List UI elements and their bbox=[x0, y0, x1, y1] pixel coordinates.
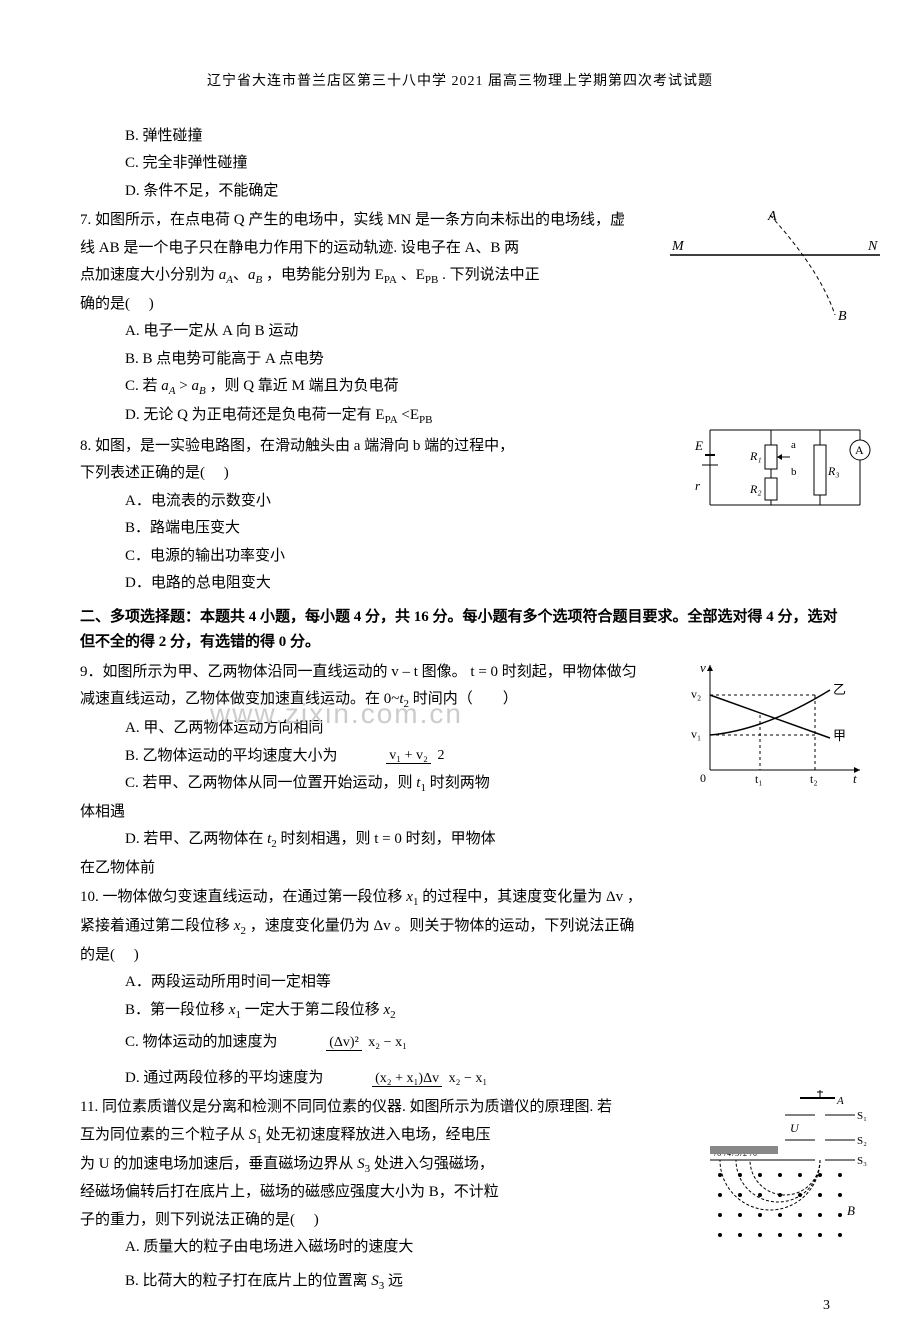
svg-text:v₁: v₁ bbox=[691, 727, 701, 741]
svg-text:甲: 甲 bbox=[833, 728, 846, 743]
q7-s3d: . 下列说法中正 bbox=[442, 267, 540, 283]
q9-d-a: D. 若甲、乙两物体在 bbox=[125, 831, 267, 847]
q7-s3c: 、E bbox=[401, 267, 425, 283]
q10-stem2: 紧接着通过第二段位移 x2 ，速度变化量仍为 Δv 。则关于物体的运动，下列说法… bbox=[80, 914, 840, 941]
section-2-heading: 二、多项选择题：本题共 4 小题，每小题 4 分，共 16 分。每小题有多个选项… bbox=[80, 605, 840, 656]
svg-text:v: v bbox=[700, 660, 706, 675]
svg-text:B: B bbox=[847, 1203, 855, 1218]
q9-d-b: 时刻相遇，则 t = 0 时刻，甲物体 bbox=[281, 831, 496, 847]
q9-s1a: 9．如图所示为甲、乙两物体沿同一直线运动的 v – t 图像。 bbox=[80, 664, 467, 680]
q9-frac-den: 2 bbox=[434, 748, 447, 763]
page-number: 3 bbox=[823, 1294, 830, 1318]
q10-opt-b: B．第一段位移 x1 一定大于第二段位移 x2 bbox=[80, 998, 840, 1025]
q11-b-b: 远 bbox=[388, 1273, 403, 1289]
q10-c-den: x₂ − x₁ bbox=[365, 1035, 410, 1050]
q7-c-b: ，则 Q 靠近 M 端且为负电荷 bbox=[209, 378, 398, 394]
q9-opt-d: D. 若甲、乙两物体在 t2 时刻相遇，则 t = 0 时刻，甲物体 bbox=[80, 827, 840, 854]
q6-opt-c: C. 完全非弹性碰撞 bbox=[80, 151, 840, 177]
svg-text:B: B bbox=[838, 309, 847, 324]
q11-spectrometer: A S₁ S₂ U S₃ 76 747372 70 B bbox=[705, 1090, 875, 1240]
q10-stem3: 的是( ) bbox=[80, 943, 840, 969]
q11-b-a: B. 比荷大的粒子打在底片上的位置离 bbox=[125, 1273, 371, 1289]
q10-opt-c: C. 物体运动的加速度为 (Δv)² x₂ − x₁ bbox=[80, 1030, 840, 1056]
q7-s3a: 点加速度大小分别为 bbox=[80, 267, 219, 283]
q10-b-a: B．第一段位移 bbox=[125, 1002, 229, 1018]
q9-s2a: 减速直线运动，乙物体做变加速直线运动。在 0~ bbox=[80, 691, 399, 707]
q10-d-den: x₂ − x₁ bbox=[446, 1071, 491, 1086]
svg-text:0: 0 bbox=[700, 771, 706, 785]
svg-text:M: M bbox=[671, 239, 685, 254]
q11-s3b: 处进入匀强磁场， bbox=[374, 1156, 494, 1172]
svg-text:t: t bbox=[853, 771, 857, 786]
q9-opt-c2: 体相遇 bbox=[80, 800, 840, 826]
svg-text:r: r bbox=[695, 478, 701, 493]
svg-text:S₂: S₂ bbox=[857, 1135, 867, 1147]
q10-c-a: C. 物体运动的加速度为 bbox=[125, 1034, 281, 1050]
svg-text:A: A bbox=[836, 1095, 844, 1107]
q11-opt-b: B. 比荷大的粒子打在底片上的位置离 S3 远 bbox=[80, 1269, 840, 1296]
svg-text:N: N bbox=[867, 239, 878, 254]
q8-opt-c: C．电源的输出功率变小 bbox=[80, 544, 840, 570]
svg-text:S₁: S₁ bbox=[857, 1110, 867, 1122]
svg-text:E: E bbox=[695, 438, 703, 453]
q10-s2b: ，速度变化量仍为 Δv 。则关于物体的运动，下列说法正确 bbox=[250, 918, 635, 934]
q7-d-b: <E bbox=[401, 407, 419, 423]
svg-text:S₃: S₃ bbox=[857, 1155, 867, 1167]
q9-frac-num: v₁ + v₂ bbox=[386, 748, 431, 764]
q7-s3b: ，电势能分别为 E bbox=[266, 267, 384, 283]
q9-graph: v t 0 v₁ v₂ t₁ t₂ 甲 乙 bbox=[685, 660, 865, 790]
svg-text:A: A bbox=[855, 443, 864, 457]
q7-c-a: C. 若 bbox=[125, 378, 161, 394]
q6-opt-b: B. 弹性碰撞 bbox=[80, 124, 840, 150]
svg-text:t₁: t₁ bbox=[755, 772, 763, 786]
q10-s2a: 紧接着通过第二段位移 bbox=[80, 918, 234, 934]
q8-circuit: E r R₁ a b R₂ R₃ A bbox=[695, 420, 875, 515]
svg-text:b: b bbox=[791, 466, 797, 478]
q7-opt-c: C. 若 aA > aB ，则 Q 靠近 M 端且为负电荷 bbox=[80, 374, 840, 401]
q7-figure: M N A B bbox=[670, 210, 880, 330]
q10-frac-d: (x₂ + x₁)Δv x₂ − x₁ bbox=[327, 1071, 490, 1086]
svg-text:R₁: R₁ bbox=[749, 449, 762, 463]
q10-stem1: 10. 一物体做匀变速直线运动，在通过第一段位移 x1 的过程中，其速度变化量为… bbox=[80, 885, 840, 912]
svg-text:U: U bbox=[790, 1121, 800, 1135]
svg-text:R₃: R₃ bbox=[827, 464, 840, 478]
svg-text:乙: 乙 bbox=[833, 682, 846, 697]
svg-text:R₂: R₂ bbox=[749, 482, 762, 496]
svg-text:v₂: v₂ bbox=[691, 687, 701, 701]
q7-opt-b: B. B 点电势可能高于 A 点电势 bbox=[80, 347, 840, 373]
q10-d-a: D. 通过两段位移的平均速度为 bbox=[125, 1070, 327, 1086]
q9-opt-d2: 在乙物体前 bbox=[80, 856, 840, 882]
q10-frac-c: (Δv)² x₂ − x₁ bbox=[281, 1035, 410, 1050]
q11-s3a: 为 U 的加速电场加速后，垂直磁场边界从 bbox=[80, 1156, 357, 1172]
q11-s2b: 处无初速度释放进入电场，经电压 bbox=[266, 1127, 491, 1143]
q10-opt-a: A．两段运动所用时间一定相等 bbox=[80, 970, 840, 996]
q8-opt-b: B．路端电压变大 bbox=[80, 516, 840, 542]
svg-text:a: a bbox=[791, 439, 796, 451]
q6-opt-d: D. 条件不足，不能确定 bbox=[80, 179, 840, 205]
q9-s2b: 时间内（ ） bbox=[413, 691, 518, 707]
q10-d-num: (x₂ + x₁)Δv bbox=[372, 1071, 442, 1087]
page-header: 辽宁省大连市普兰店区第三十八中学 2021 届高三物理上学期第四次考试试题 bbox=[80, 70, 840, 94]
q7-d-a: D. 无论 Q 为正电荷还是负电荷一定有 E bbox=[125, 407, 385, 423]
q8-opt-d: D．电路的总电阻变大 bbox=[80, 571, 840, 597]
q10-opt-d: D. 通过两段位移的平均速度为 (x₂ + x₁)Δv x₂ − x₁ bbox=[80, 1066, 840, 1092]
q10-s1a: 10. 一物体做匀变速直线运动，在通过第一段位移 bbox=[80, 889, 406, 905]
svg-text:A: A bbox=[767, 210, 777, 224]
q11-s2a: 互为同位素的三个粒子从 bbox=[80, 1127, 249, 1143]
q9-frac: v₁ + v₂ 2 bbox=[341, 748, 447, 763]
q9-c-b: 时刻两物 bbox=[430, 775, 490, 791]
q9-b-a: B. 乙物体运动的平均速度大小为 bbox=[125, 748, 341, 764]
q9-c-a: C. 若甲、乙两物体从同一位置开始运动，则 bbox=[125, 775, 416, 791]
q9-s1b: t = 0 时刻起，甲物体做匀 bbox=[470, 664, 636, 680]
q10-s1b: 的过程中，其速度变化量为 Δv ， bbox=[422, 889, 642, 905]
q10-c-num: (Δv)² bbox=[326, 1035, 362, 1051]
q10-b-b: 一定大于第二段位移 bbox=[245, 1002, 384, 1018]
svg-text:t₂: t₂ bbox=[810, 772, 818, 786]
